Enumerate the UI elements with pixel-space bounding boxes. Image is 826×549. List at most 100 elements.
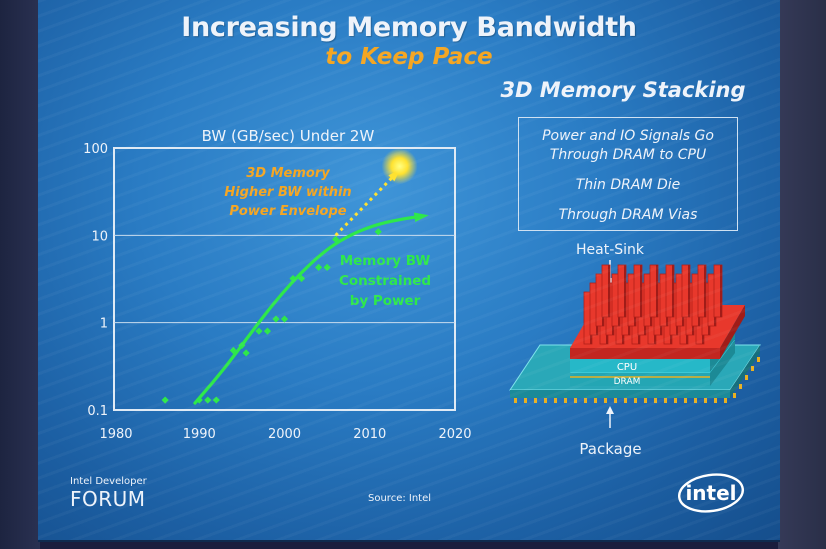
package-pin <box>634 398 637 403</box>
annotation-memory-bw: Memory BW Constrained by Power <box>339 253 431 309</box>
data-point <box>263 327 272 335</box>
x-tick-label: 2010 <box>353 427 386 442</box>
package-pin <box>724 398 727 403</box>
x-tick-label: 2020 <box>438 427 471 442</box>
y-axis-ticks: 0.1 1 10 100 <box>83 142 108 419</box>
data-point <box>212 396 220 404</box>
x-axis-ticks: 1980 1990 2000 2010 2020 <box>99 427 471 442</box>
data-point <box>204 396 212 404</box>
source-note: Source: Intel <box>368 493 432 504</box>
slide-title: Increasing Memory Bandwidth <box>181 12 637 43</box>
room-right-wall <box>778 0 826 549</box>
slide-subtitle: to Keep Pace <box>325 44 493 70</box>
package-pin <box>594 398 597 403</box>
package-pin <box>745 375 748 380</box>
package-pin <box>564 398 567 403</box>
package-pin <box>739 384 742 389</box>
package-pin <box>624 398 627 403</box>
y-tick-label: 0.1 <box>87 404 108 419</box>
data-point <box>297 274 306 283</box>
package-pin <box>704 398 707 403</box>
data-point <box>195 396 203 404</box>
data-point <box>161 396 169 404</box>
info-line-4: Through DRAM Vias <box>558 207 698 223</box>
info-line-2: Through DRAM to CPU <box>549 147 707 163</box>
annotation-3d-line1: 3D Memory <box>246 166 330 181</box>
package-pin <box>714 398 717 403</box>
package-label: Package <box>579 440 642 458</box>
projection-glow-point <box>381 148 418 185</box>
package-pin <box>751 366 754 371</box>
memory-bw-trend-line <box>193 214 423 405</box>
data-point <box>280 315 289 323</box>
trend-arrowhead <box>413 212 429 222</box>
data-point <box>332 235 340 243</box>
stack-diagram-title: 3D Memory Stacking <box>500 78 746 102</box>
package-pin <box>694 398 697 403</box>
package-pin <box>757 357 760 362</box>
chart-grid <box>114 234 455 324</box>
idf-logo-line1: Intel Developer <box>70 476 147 487</box>
annotation-bw-line3: by Power <box>350 293 421 309</box>
info-line-1: Power and IO Signals Go <box>542 128 714 144</box>
package-pin <box>674 398 677 403</box>
cpu-label: CPU <box>617 362 637 373</box>
x-tick-label: 1990 <box>183 427 216 442</box>
data-point <box>238 341 246 349</box>
stack-info-box: Power and IO Signals Go Through DRAM to … <box>518 117 738 231</box>
heat-sink-fin-shade <box>608 265 610 317</box>
y-tick-label: 10 <box>91 229 108 244</box>
data-point <box>242 349 250 357</box>
presentation-slide: Increasing Memory Bandwidth to Keep Pace… <box>38 0 780 542</box>
package-pointer-head <box>606 406 614 414</box>
package-pin <box>584 398 587 403</box>
package-pin <box>684 398 687 403</box>
data-point <box>229 346 237 355</box>
package-pin <box>664 398 667 403</box>
heat-sink-fin-shade <box>656 265 658 317</box>
dram-label: DRAM <box>614 377 641 387</box>
package-pin <box>654 398 657 403</box>
chart-title: BW (GB/sec) Under 2W <box>202 127 375 145</box>
info-line-3: Thin DRAM Die <box>575 177 681 193</box>
heat-sink-fin-shade <box>624 265 626 317</box>
package-pin <box>524 398 527 403</box>
data-point <box>315 263 323 271</box>
heat-sink-fin-shade <box>720 265 722 317</box>
package-pin <box>514 398 517 403</box>
heat-sink-fin-shade <box>704 265 706 317</box>
intel-logo: intel <box>678 473 744 513</box>
package-pin <box>544 398 547 403</box>
annotation-bw-line1: Memory BW <box>340 253 431 269</box>
annotation-bw-line2: Constrained <box>339 273 431 289</box>
heat-sink-label: Heat-Sink <box>575 242 645 258</box>
stack-diagram: CPU DRAM <box>509 260 761 428</box>
projection-dotted-line <box>334 173 397 237</box>
intel-logo-text: intel <box>685 481 736 505</box>
heat-sink-fin-shade <box>688 265 690 317</box>
package-pin <box>554 398 557 403</box>
data-point <box>255 327 263 335</box>
package-pin <box>574 398 577 403</box>
heat-sink-fin-shade <box>640 265 642 317</box>
x-tick-label: 2000 <box>268 427 301 442</box>
y-tick-label: 1 <box>100 317 108 332</box>
package-pin <box>733 393 736 398</box>
data-point <box>323 263 331 271</box>
bandwidth-chart: BW (GB/sec) Under 2W 0.1 1 10 100 1980 1990 2… <box>83 127 471 442</box>
heat-sink-fins <box>583 264 723 345</box>
idf-logo-line2: FORUM <box>70 487 146 511</box>
annotation-3d-memory: 3D Memory Higher BW within Power Envelop… <box>224 166 351 219</box>
package-pin <box>534 398 537 403</box>
package-pins <box>514 357 760 403</box>
x-tick-label: 1980 <box>99 427 132 442</box>
heat-sink-fin-shade <box>672 265 674 317</box>
data-point <box>374 228 382 236</box>
plot-frame <box>113 147 456 411</box>
package-pin <box>644 398 647 403</box>
annotation-3d-line2: Higher BW within <box>224 185 351 200</box>
package-pin <box>604 398 607 403</box>
annotation-3d-line3: Power Envelope <box>229 204 346 219</box>
room-left-wall <box>0 0 40 549</box>
